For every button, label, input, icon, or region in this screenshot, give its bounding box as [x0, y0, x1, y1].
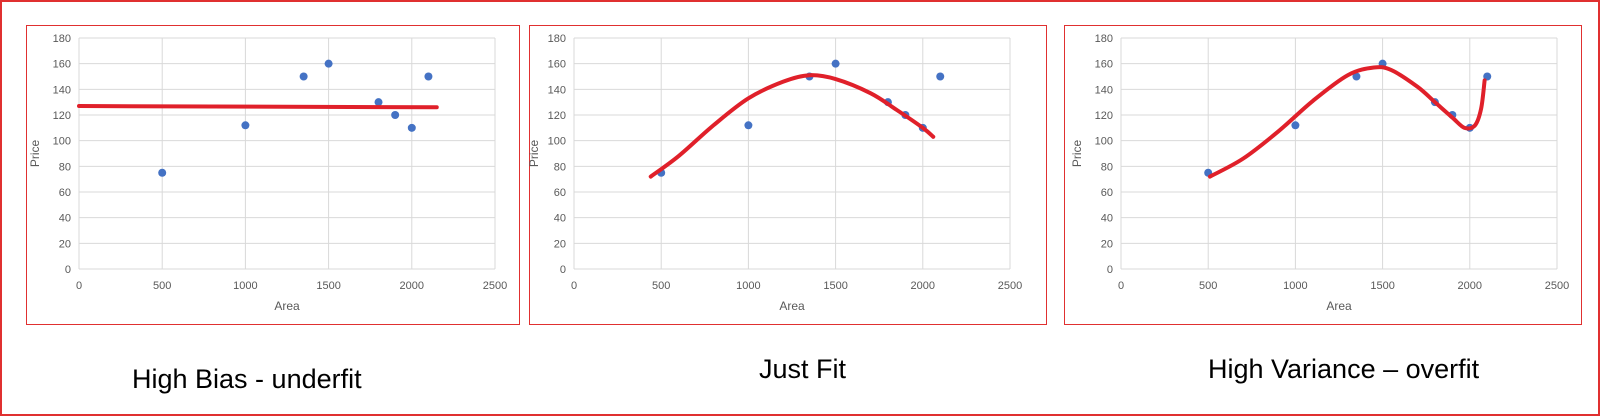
data-point	[299, 72, 308, 81]
x-tick-label: 1000	[233, 280, 257, 292]
fit-curve	[77, 104, 439, 110]
x-axis-title: Area	[1326, 299, 1352, 313]
data-point	[374, 98, 383, 107]
x-tick-label: 0	[571, 280, 577, 292]
y-tick-label: 20	[1101, 238, 1113, 250]
y-tick-label: 100	[53, 136, 71, 148]
y-tick-label: 80	[554, 161, 566, 173]
y-tick-label: 20	[59, 238, 71, 250]
chart-overfit: 0 20 40 60 80 100 120 140 160 180 0 500 1000 1500 2000…	[1070, 33, 1569, 313]
fit-curve	[1207, 65, 1487, 179]
y-tick-label: 60	[554, 187, 566, 199]
data-point	[241, 121, 250, 130]
y-tick-label: 20	[554, 238, 566, 250]
y-axis-title: Price	[527, 140, 541, 168]
data-point	[936, 72, 945, 81]
x-axis-title: Area	[779, 299, 805, 313]
y-tick-label: 100	[1095, 136, 1113, 148]
y-tick-label: 80	[1101, 161, 1113, 173]
y-axis-title: Price	[28, 140, 42, 168]
chart-just-fit: 0 20 40 60 80 100 120 140 160 180 0 500 1000 1500 2000…	[527, 33, 1022, 313]
x-tick-label: 1000	[1283, 280, 1307, 292]
y-axis-title: Price	[1070, 140, 1084, 168]
y-tick-label: 100	[548, 136, 566, 148]
y-tick-label: 180	[53, 33, 71, 45]
y-tick-label: 120	[53, 110, 71, 122]
data-point	[831, 59, 840, 68]
caption-just-fit: Just Fit	[759, 354, 847, 384]
y-tick-label: 160	[1095, 59, 1113, 71]
x-tick-label: 2000	[911, 280, 935, 292]
y-tick-label: 60	[1101, 187, 1113, 199]
x-tick-label: 1000	[736, 280, 760, 292]
y-tick-label: 0	[1107, 264, 1113, 276]
data-point	[744, 121, 753, 130]
x-tick-label: 2500	[483, 280, 507, 292]
data-point	[424, 72, 433, 81]
x-tick-label: 500	[153, 280, 171, 292]
y-tick-label: 60	[59, 187, 71, 199]
chart-panel-overfit: 0 20 40 60 80 100 120 140 160 180 0 500 1000 1500 2000…	[1064, 25, 1582, 325]
data-point	[1352, 72, 1361, 81]
y-tick-label: 80	[59, 161, 71, 173]
x-tick-label: 2500	[1545, 280, 1569, 292]
data-point	[407, 123, 416, 132]
chart-underfit: 0 20 40 60 80 100 120 140 160 180 0 500 1000 1500 2000…	[28, 33, 507, 313]
y-tick-label: 140	[548, 84, 566, 96]
x-tick-label: 0	[76, 280, 82, 292]
y-tick-label: 0	[65, 264, 71, 276]
x-tick-label: 0	[1118, 280, 1124, 292]
x-tick-label: 500	[652, 280, 670, 292]
x-tick-label: 1500	[823, 280, 847, 292]
data-point	[391, 111, 400, 119]
x-tick-label: 2000	[400, 280, 424, 292]
x-tick-label: 500	[1199, 280, 1217, 292]
x-tick-label: 1500	[1370, 280, 1394, 292]
fit-curve	[648, 73, 936, 179]
y-tick-label: 140	[1095, 84, 1113, 96]
y-tick-label: 160	[548, 59, 566, 71]
x-tick-label: 2500	[998, 280, 1022, 292]
y-tick-label: 140	[53, 84, 71, 96]
y-tick-label: 120	[548, 110, 566, 122]
y-tick-label: 40	[1101, 213, 1113, 225]
y-tick-label: 180	[1095, 33, 1113, 45]
y-tick-label: 40	[59, 213, 71, 225]
y-tick-label: 120	[1095, 110, 1113, 122]
data-point	[1291, 121, 1300, 130]
data-point	[324, 59, 333, 68]
x-tick-label: 1500	[316, 280, 340, 292]
y-tick-label: 180	[548, 33, 566, 45]
y-tick-label: 0	[560, 264, 566, 276]
caption-overfit: High Variance – overfit	[1208, 354, 1480, 384]
x-tick-label: 2000	[1458, 280, 1482, 292]
data-point	[158, 168, 167, 177]
caption-underfit: High Bias - underfit	[132, 364, 362, 394]
y-tick-label: 160	[53, 59, 71, 71]
x-axis-title: Area	[274, 299, 300, 313]
chart-panel-underfit: 0 20 40 60 80 100 120 140 160 180 0 500 1000 1500 2000…	[26, 25, 520, 325]
chart-panel-just-fit: 0 20 40 60 80 100 120 140 160 180 0 500 1000 1500 2000…	[527, 25, 1047, 325]
y-tick-label: 40	[554, 213, 566, 225]
